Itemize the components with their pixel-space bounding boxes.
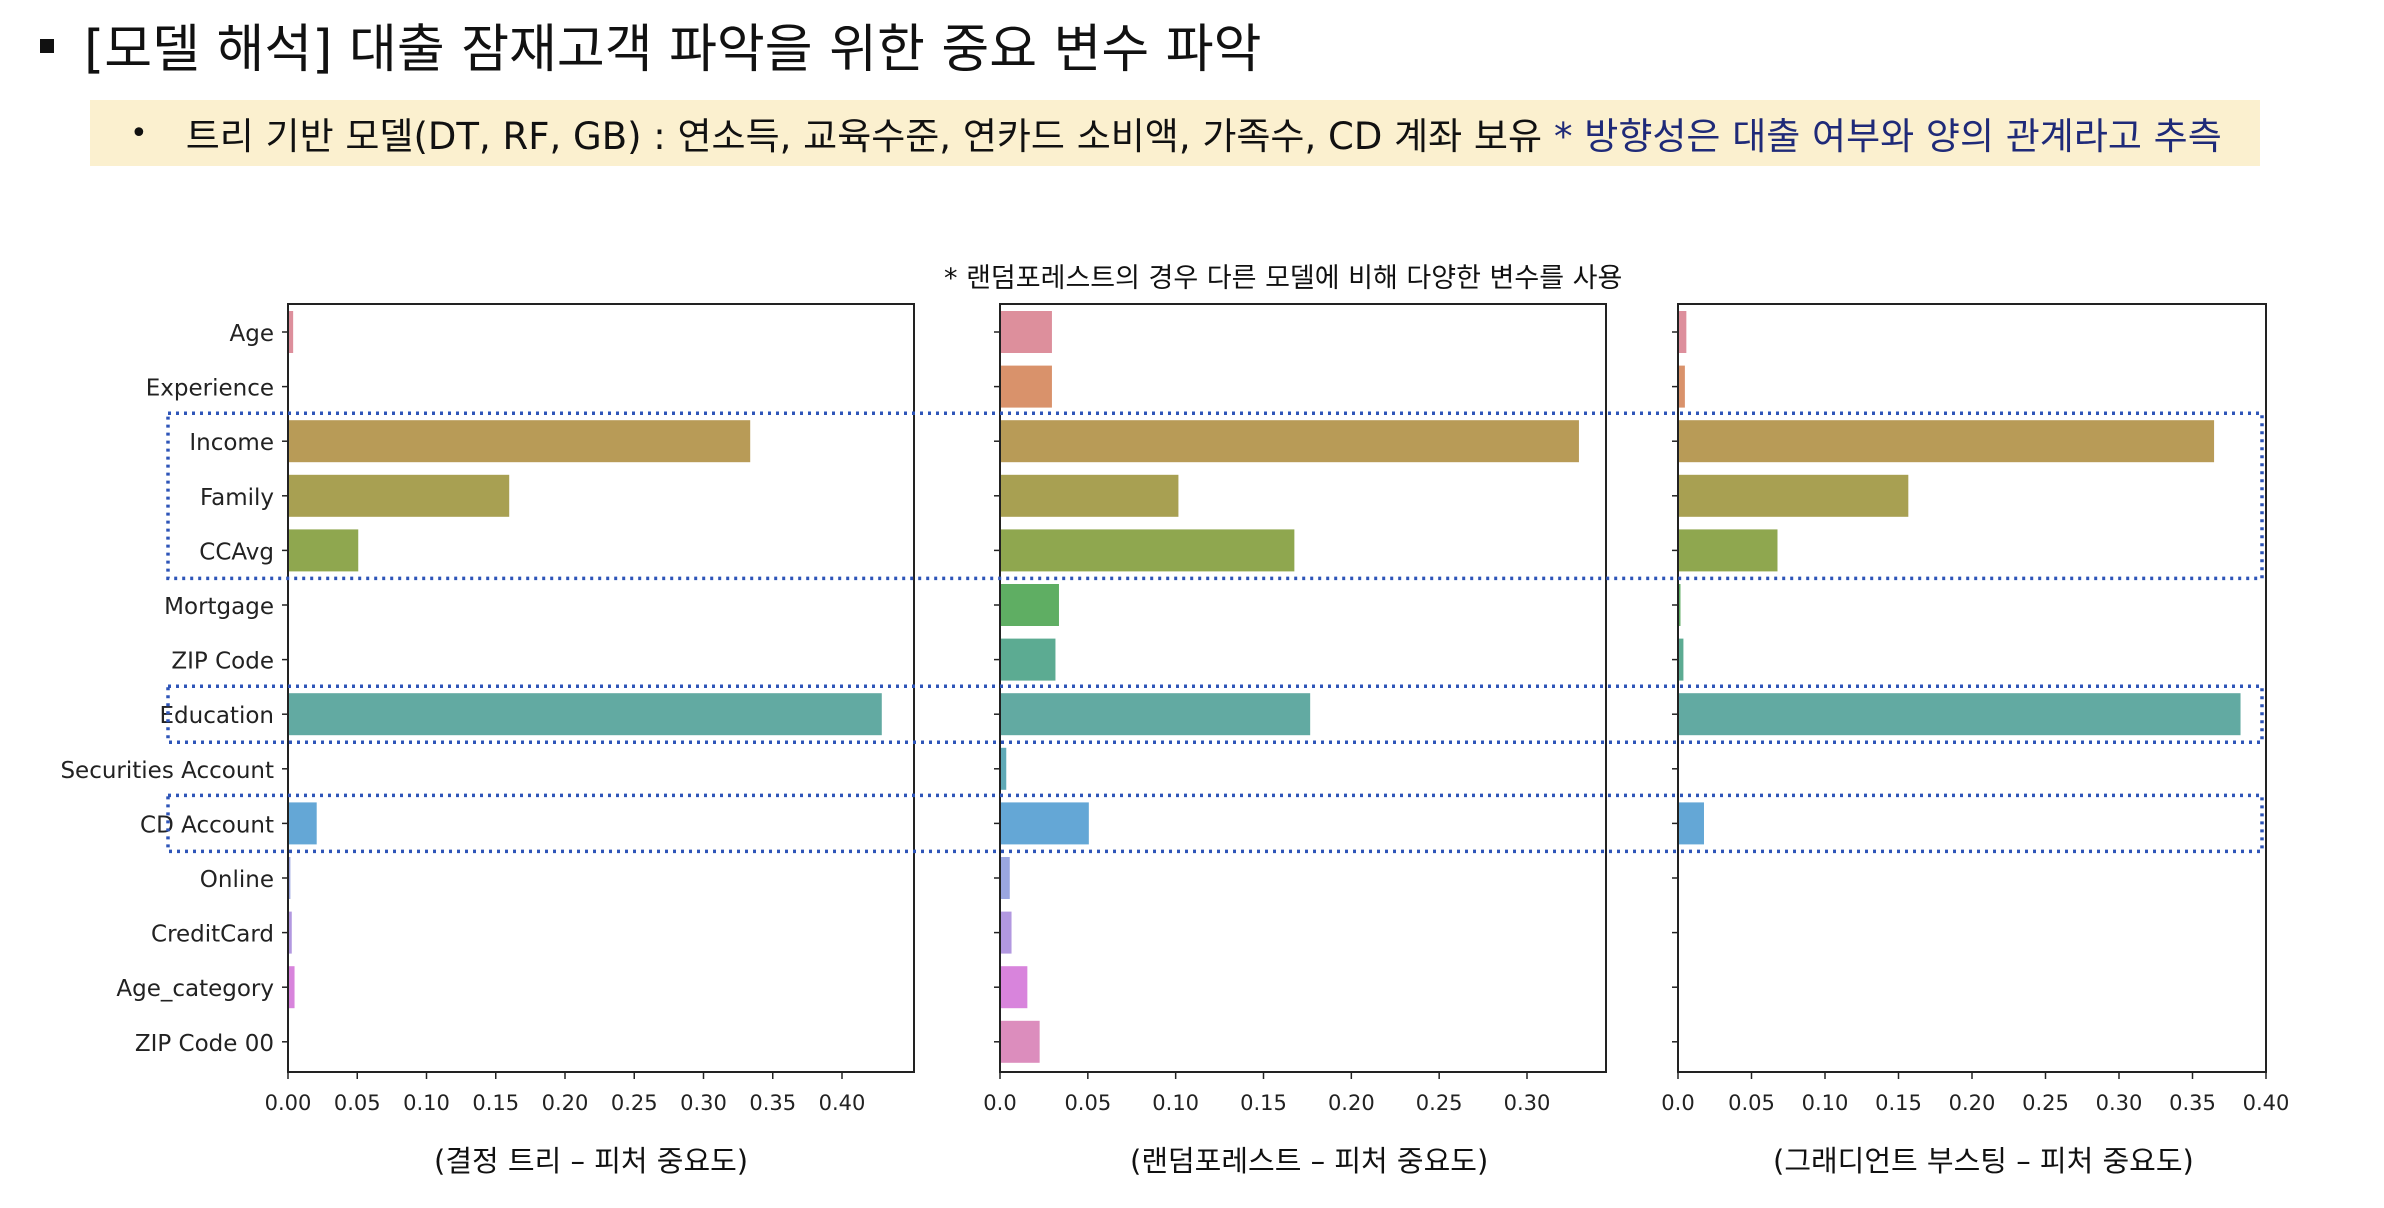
rf-bar-creditcard: [1001, 911, 1012, 954]
gb-bar-cd-account: [1679, 802, 1704, 845]
rf-xtick-label-0-20: 0.20: [1328, 1091, 1375, 1115]
gb-bar-experience: [1679, 365, 1685, 408]
ytick-label-education: Education: [159, 703, 274, 729]
gb-bar-mortgage: [1679, 584, 1681, 626]
rf-bar-age: [1001, 311, 1052, 353]
dt-xtick-label-0-05: 0.05: [334, 1091, 381, 1115]
rf-bar-securities-account: [1001, 747, 1007, 790]
rf-xtick-label-0-05: 0.05: [1064, 1091, 1111, 1115]
page-title: [모델 해석] 대출 잠재고객 파악을 위한 중요 변수 파악: [40, 8, 1261, 80]
ytick-label-zip-code-00: ZIP Code 00: [135, 1031, 274, 1057]
caption-gradient-boosting: (그래디언트 부스팅 – 피처 중요도): [1773, 1144, 2194, 1178]
dt-bar-education: [289, 693, 882, 736]
summary-banner: • 트리 기반 모델(DT, RF, GB) : 연소득, 교육수준, 연카드 …: [90, 100, 2260, 166]
gb-bar-family: [1679, 474, 1909, 517]
rf-bar-online: [1001, 857, 1010, 899]
dt-bar-family: [289, 474, 510, 517]
bullet-dot-icon: •: [130, 115, 148, 151]
dt-bar-age-category: [289, 966, 295, 1009]
gb-xtick-label-0-25: 0.25: [2022, 1091, 2069, 1115]
ytick-label-age: Age: [230, 321, 274, 347]
rf-bar-family: [1001, 474, 1179, 517]
gb-xtick-label-0-10: 0.10: [1802, 1091, 1849, 1115]
ytick-label-securities-account: Securities Account: [60, 758, 274, 784]
rf-plot-frame: [999, 303, 1607, 1073]
gb-xtick-label-0-40: 0.40: [2243, 1091, 2290, 1115]
ytick-label-zip-code: ZIP Code: [171, 649, 274, 675]
ytick-label-ccavg: CCAvg: [199, 539, 274, 565]
rf-bar-ccavg: [1001, 529, 1295, 572]
dt-xtick-label-0-00: 0.00: [265, 1091, 312, 1115]
rf-bar-income: [1001, 420, 1579, 463]
rf-xtick-label-0-30: 0.30: [1504, 1091, 1551, 1115]
rf-xtick-label-0-10: 0.10: [1152, 1091, 1199, 1115]
square-bullet-icon: [40, 39, 54, 53]
dt-bar-cd-account: [289, 802, 317, 845]
gb-xtick-label-0-05: 0.05: [1728, 1091, 1775, 1115]
page-title-text: [모델 해석] 대출 잠재고객 파악을 위한 중요 변수 파악: [84, 19, 1262, 80]
ytick-label-income: Income: [189, 430, 274, 456]
rf-bar-cd-account: [1001, 802, 1089, 845]
ytick-label-family: Family: [200, 485, 274, 511]
dt-bar-ccavg: [289, 529, 359, 572]
gb-bar-ccavg: [1679, 529, 1778, 572]
dt-xtick-label-0-40: 0.40: [819, 1091, 866, 1115]
rf-bar-education: [1001, 693, 1311, 736]
rf-xtick-label-0-25: 0.25: [1416, 1091, 1463, 1115]
gb-bar-zip-code: [1679, 638, 1684, 681]
dt-xtick-label-0-35: 0.35: [749, 1091, 796, 1115]
dt-bar-creditcard: [289, 911, 292, 954]
rf-bar-mortgage: [1001, 584, 1059, 626]
dt-xtick-label-0-15: 0.15: [472, 1091, 519, 1115]
dt-xtick-label-0-25: 0.25: [611, 1091, 658, 1115]
gb-xtick-label-0-20: 0.20: [1949, 1091, 1996, 1115]
rf-bar-zip-code: [1001, 638, 1056, 681]
highlight-box-income-ccavg: [166, 411, 2264, 581]
dt-xtick-label-0-10: 0.10: [403, 1091, 450, 1115]
dt-bar-online: [289, 857, 291, 899]
ytick-label-online: Online: [200, 867, 274, 893]
gb-bar-age: [1679, 311, 1687, 353]
dt-xtick-label-0-20: 0.20: [542, 1091, 589, 1115]
caption-decision-tree: (결정 트리 – 피처 중요도): [434, 1144, 749, 1178]
rf-xtick-label-0-15: 0.15: [1240, 1091, 1287, 1115]
dt-bar-income: [289, 420, 751, 463]
dt-bar-age: [289, 311, 294, 353]
gb-bar-income: [1679, 420, 2215, 463]
dt-xtick-label-0-30: 0.30: [680, 1091, 727, 1115]
gb-plot-frame: [1677, 303, 2267, 1073]
rf-xtick-label-0-0: 0.0: [983, 1091, 1016, 1115]
gb-xtick-label-0-15: 0.15: [1875, 1091, 1922, 1115]
rf-bar-zip-code-00: [1001, 1020, 1040, 1063]
rf-bar-age-category: [1001, 966, 1028, 1009]
ytick-label-age-category: Age_category: [116, 976, 274, 1002]
chart-note: * 랜덤포레스트의 경우 다른 모델에 비해 다양한 변수를 사용: [944, 263, 1623, 294]
summary-note: * 방향성은 대출 여부와 양의 관계라고 추측: [1554, 115, 2222, 158]
gb-xtick-label-0-30: 0.30: [2096, 1091, 2143, 1115]
gb-xtick-label-0-0: 0.0: [1661, 1091, 1694, 1115]
ytick-label-experience: Experience: [146, 376, 274, 402]
caption-random-forest: (랜덤포레스트 – 피처 중요도): [1130, 1144, 1489, 1178]
highlight-box-education: [166, 684, 2264, 744]
gb-xtick-label-0-35: 0.35: [2169, 1091, 2216, 1115]
ytick-label-mortgage: Mortgage: [164, 594, 274, 620]
ytick-label-cd-account: CD Account: [140, 812, 274, 838]
ytick-label-creditcard: CreditCard: [151, 922, 274, 948]
dt-plot-frame: [287, 303, 915, 1073]
rf-bar-experience: [1001, 365, 1052, 408]
gb-bar-education: [1679, 693, 2241, 736]
summary-text: 트리 기반 모델(DT, RF, GB) : 연소득, 교육수준, 연카드 소비…: [185, 115, 1543, 158]
highlight-box-cd-account: [166, 793, 2264, 854]
